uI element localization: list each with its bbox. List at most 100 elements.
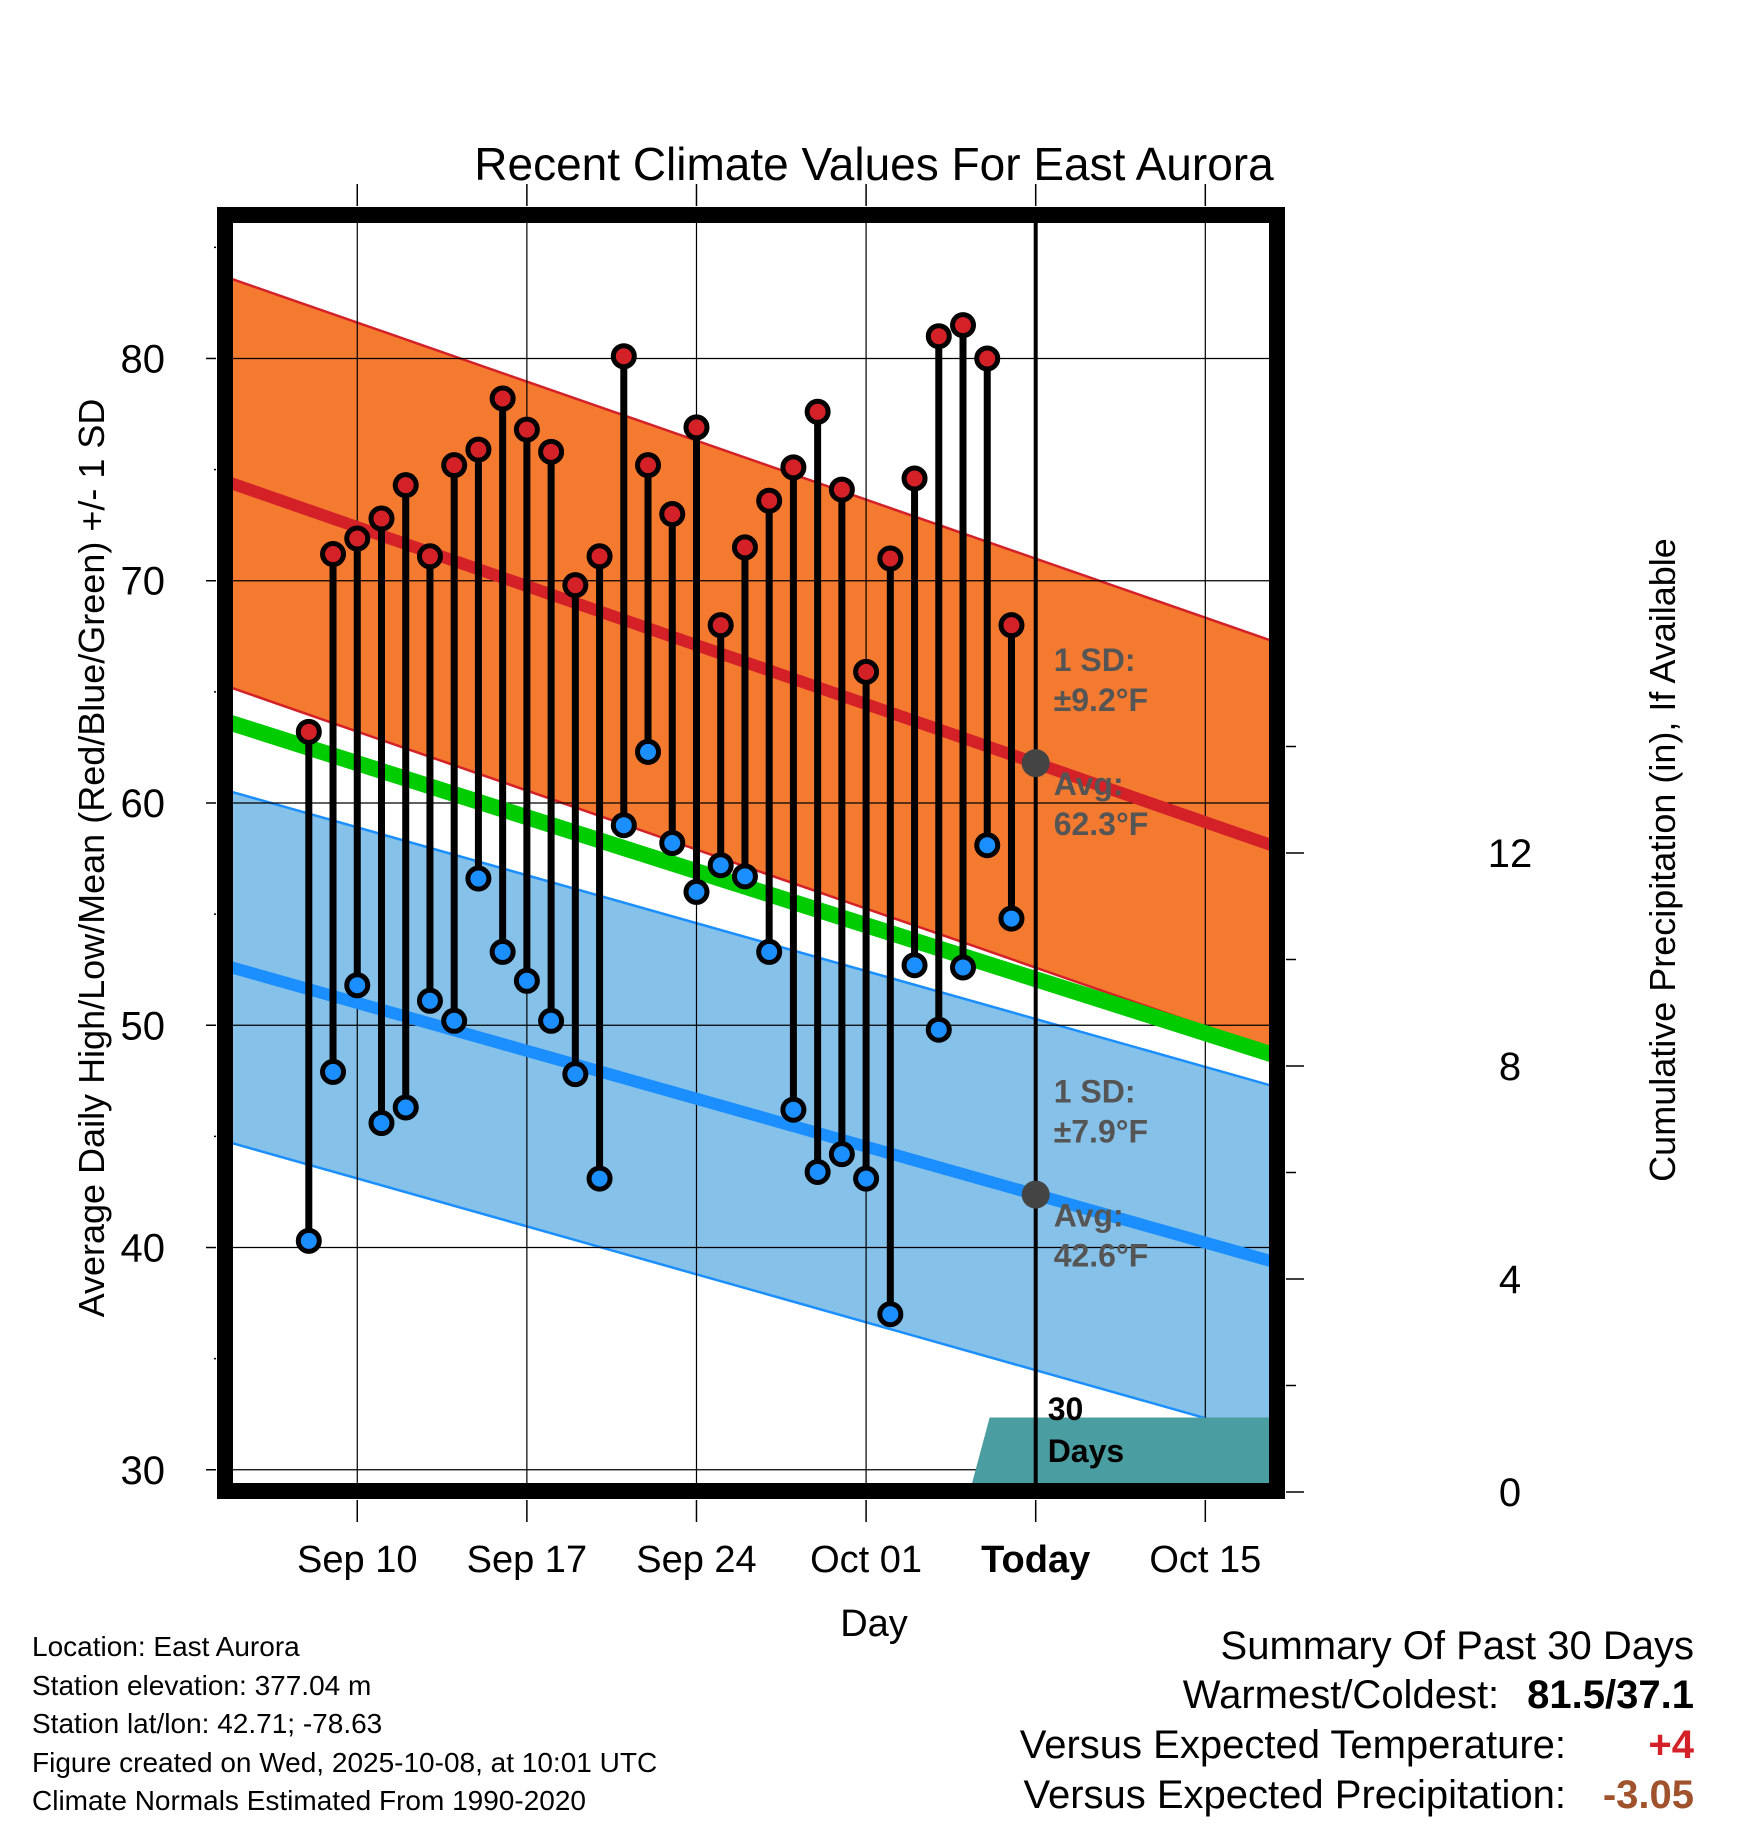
low-point [538, 1007, 565, 1034]
low-point [950, 954, 977, 981]
window-label-number: 30 [1048, 1391, 1084, 1427]
warmest-coldest-row: Warmest/Coldest: 81.5/37.1 [1020, 1670, 1694, 1720]
x-tick-label: Sep 24 [636, 1539, 756, 1581]
high-point [780, 454, 807, 481]
mean-line [221, 713, 1281, 1064]
low-point [731, 863, 758, 890]
high-point [974, 345, 1001, 372]
high-point [635, 452, 662, 479]
low-point [562, 1061, 589, 1088]
low-point [610, 812, 637, 839]
today-low-avg-marker [1021, 1180, 1050, 1209]
warmest-label: Warmest/Coldest: [1182, 1673, 1500, 1717]
low-point [465, 865, 492, 892]
high-point [950, 312, 977, 339]
precip-area [969, 1417, 1278, 1492]
high-avg-label: Avg: [1054, 766, 1124, 802]
y2-tick-label: 4 [1499, 1258, 1521, 1302]
low-point [877, 1301, 904, 1328]
low-point [925, 1016, 952, 1043]
normals-text: Climate Normals Estimated From 1990-2020 [32, 1785, 586, 1817]
latlon-text: Station lat/lon: 42.71; -78.63 [32, 1708, 383, 1740]
low-point [392, 1094, 419, 1121]
high-point [320, 541, 347, 568]
high-point [731, 534, 758, 561]
high-point [513, 416, 540, 443]
x-tick-label: Sep 10 [297, 1539, 417, 1581]
high-point [441, 452, 468, 479]
high-band-upper-edge [223, 275, 1279, 645]
low-point [586, 1165, 613, 1192]
precip-value: -3.05 [1602, 1773, 1694, 1817]
x-axis-label: Day [840, 1603, 908, 1645]
high-point [659, 501, 686, 528]
high-point [416, 543, 443, 570]
low-point [659, 829, 686, 856]
y-tick-label: 60 [121, 782, 166, 826]
y-tick-label: 80 [121, 337, 166, 381]
y-tick-label: 40 [121, 1227, 166, 1271]
low-point [756, 938, 783, 965]
high-point [877, 545, 904, 572]
low-avg-value: 42.6°F [1054, 1238, 1149, 1274]
elevation-text: Station elevation: 377.04 m [32, 1669, 372, 1701]
high-point [756, 487, 783, 514]
created-text: Figure created on Wed, 2025-10-08, at 10… [32, 1746, 658, 1778]
y-axis-label: Average Daily High/Low/Mean (Red/Blue/Gr… [71, 399, 112, 1318]
low-point [683, 878, 710, 905]
low-avg-line [222, 959, 1280, 1269]
low-point [441, 1007, 468, 1034]
chart-title: Recent Climate Values For East Aurora [474, 138, 1274, 190]
y-tick-label: 70 [121, 560, 166, 604]
low-point [707, 852, 734, 879]
summary-title: Summary Of Past 30 Days [1220, 1624, 1694, 1668]
high-sd-label: 1 SD: [1054, 642, 1136, 678]
x-tick-label: Oct 01 [810, 1539, 922, 1581]
high-point [392, 472, 419, 499]
low-point [901, 952, 928, 979]
high-point [998, 612, 1025, 639]
low-sd-value: ±7.9°F [1054, 1114, 1148, 1150]
temp-value: +4 [1648, 1723, 1694, 1767]
plot-frame [217, 207, 1285, 1499]
high-point [538, 438, 565, 465]
low-band-upper-edge [223, 788, 1279, 1089]
warmest-value: 81.5/37.1 [1527, 1673, 1694, 1717]
x-tick-label: Oct 15 [1149, 1539, 1261, 1581]
low-point [320, 1058, 347, 1085]
high-point [828, 476, 855, 503]
low-band-lower-edge [223, 1139, 1279, 1440]
precipitation-row: Versus Expected Precipitation: -3.05 [1020, 1770, 1694, 1820]
low-point [344, 972, 371, 999]
y2-tick-label: 0 [1499, 1471, 1521, 1515]
low-point [974, 832, 1001, 859]
high-point [853, 658, 880, 685]
high-point [683, 414, 710, 441]
high-point [610, 343, 637, 370]
low-avg-label: Avg: [1054, 1198, 1124, 1234]
high-point [901, 465, 928, 492]
high-point [489, 385, 516, 412]
station-info: Location: East Aurora Station elevation:… [32, 1628, 657, 1821]
today-high-avg-marker [1021, 749, 1050, 778]
low-point [804, 1158, 831, 1185]
precip-label: Versus Expected Precipitation: [1023, 1773, 1566, 1817]
low-point [295, 1227, 322, 1254]
low-point [416, 987, 443, 1014]
low-point [635, 738, 662, 765]
high-point [344, 525, 371, 552]
y2-axis-label: Cumulative Precipitation (in), If Availa… [1642, 538, 1683, 1182]
low-point [780, 1096, 807, 1123]
location-text: Location: East Aurora [32, 1631, 300, 1662]
low-point [998, 905, 1025, 932]
y-tick-label: 30 [121, 1449, 166, 1493]
y-tick-label: 50 [121, 1004, 166, 1048]
high-point [707, 612, 734, 639]
high-point [562, 572, 589, 599]
high-point [925, 323, 952, 350]
high-point [804, 398, 831, 425]
temperature-row: Versus Expected Temperature: +4 [1020, 1720, 1694, 1770]
high-avg-value: 62.3°F [1054, 806, 1149, 842]
high-point [295, 718, 322, 745]
